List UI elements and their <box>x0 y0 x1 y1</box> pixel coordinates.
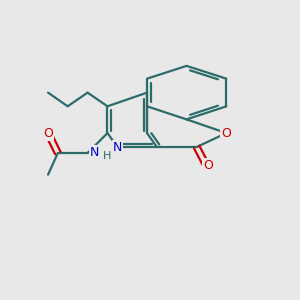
Text: O: O <box>221 127 231 140</box>
Text: N: N <box>112 140 122 154</box>
Text: O: O <box>43 127 53 140</box>
Text: O: O <box>203 159 213 172</box>
Text: N: N <box>90 146 99 159</box>
Text: H: H <box>103 151 112 161</box>
